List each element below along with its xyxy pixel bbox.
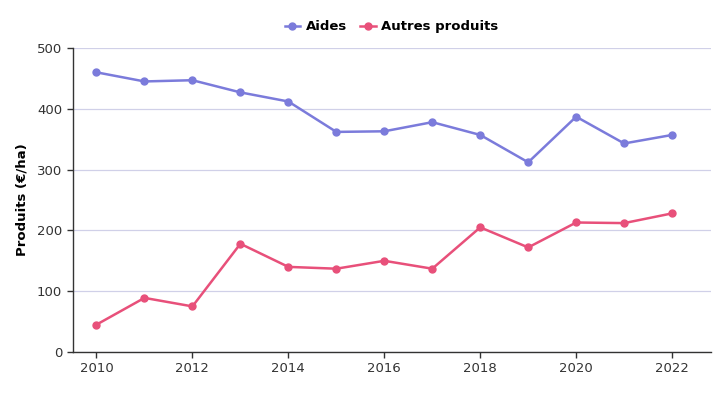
Autres produits	[92, 322, 101, 327]
Autres produits	[572, 220, 581, 225]
Legend: Aides, Autres produits: Aides, Autres produits	[279, 15, 504, 39]
Aides	[476, 132, 484, 137]
Aides	[380, 129, 389, 134]
Autres produits	[140, 296, 149, 300]
Autres produits	[428, 266, 436, 271]
Autres produits	[668, 211, 676, 216]
Aides	[332, 130, 341, 134]
Aides	[284, 99, 293, 104]
Y-axis label: Produits (€/ha): Produits (€/ha)	[15, 144, 28, 256]
Line: Autres produits: Autres produits	[93, 210, 676, 328]
Autres produits	[284, 264, 293, 269]
Autres produits	[236, 241, 245, 246]
Aides	[524, 160, 533, 165]
Aides	[428, 120, 436, 124]
Autres produits	[332, 266, 341, 271]
Autres produits	[380, 258, 389, 263]
Autres produits	[620, 221, 629, 226]
Aides	[140, 79, 149, 84]
Aides	[236, 90, 245, 95]
Aides	[620, 141, 629, 146]
Aides	[668, 132, 676, 137]
Line: Aides: Aides	[93, 69, 676, 166]
Aides	[572, 114, 581, 119]
Autres produits	[524, 245, 533, 250]
Aides	[188, 78, 196, 83]
Autres produits	[476, 225, 484, 230]
Aides	[92, 70, 101, 75]
Autres produits	[188, 304, 196, 309]
